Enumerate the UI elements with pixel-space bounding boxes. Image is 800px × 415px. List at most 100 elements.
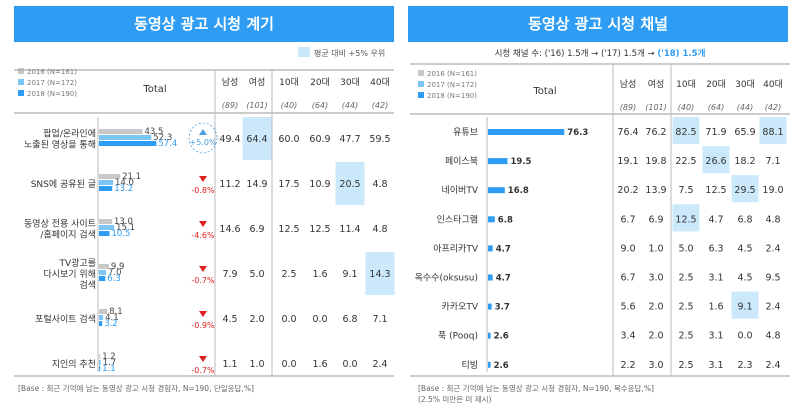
table-cell: 14.9 [246,179,267,190]
bar-value-label: 13.0 [114,217,133,227]
column-base: (64) [312,101,328,110]
table-cell: 60.0 [278,134,299,145]
table-cell: 12.5 [309,224,330,235]
table-cell: 4.5 [222,314,237,325]
table-cell: 3.1 [708,360,723,371]
table-cell: 20.2 [617,185,638,196]
bar-value-label: 43.5 [145,127,164,137]
total-header: Total [142,84,166,95]
column-header: 20대 [310,77,330,88]
table-cell: 6.7 [620,214,635,225]
channel-count-subtitle: 시청 채널 수: ('16) 1.5개 → ('17) 1.5개 → ('18)… [495,48,706,59]
bar-value-label: 13.2 [114,184,133,194]
bar-2017 [99,225,115,230]
category-label: /홈페이지 검색 [40,229,96,241]
table-cell: 4.5 [737,273,752,284]
bar-2018 [99,276,106,281]
table-cell: 4.8 [372,179,387,190]
column-base: (42) [765,103,781,112]
table-cell: 64.4 [246,134,267,145]
column-base: (101) [246,101,268,110]
change-label: -4.6% [191,231,215,240]
column-header: 여성 [648,78,665,90]
category-label: 다시보기 위해 [43,269,96,280]
bar-2018 [488,129,565,135]
category-label: 지인의 추천 [52,359,96,370]
table-cell: 7.1 [372,314,387,325]
table-cell: 12.5 [675,214,696,225]
table-cell: 0.0 [281,359,296,370]
highlight-cell [702,146,730,174]
column-header: 10대 [279,77,299,88]
bar-2018 [99,321,103,326]
table-cell: 65.9 [734,127,755,138]
change-circle [188,122,218,154]
table-cell: 2.5 [678,302,693,313]
bar-value-label: 52.3 [153,133,172,143]
table-cell: 2.0 [249,314,264,325]
channel-label: 네이버TV [442,185,479,196]
table-cell: 0.0 [281,314,296,325]
year-legend-swatch [18,68,24,74]
bar-2018 [488,158,508,165]
bar-2016 [99,354,101,359]
bar-value-label: 21.1 [122,172,141,182]
bar-value-label: 4.7 [496,244,511,254]
bar-2016 [99,309,108,314]
highlight-cell [731,175,759,203]
table-cell: 2.4 [765,360,780,371]
table-cell: 1.0 [648,243,663,254]
channel-label: 옥수수(oksusu) [415,273,478,284]
column-header: 남성 [222,77,239,88]
bar-value-label: 57.4 [158,139,177,149]
bar-2017 [99,180,113,185]
bar-value-label: 14.0 [115,178,134,188]
column-header: 20대 [706,79,726,90]
channel-label: 유튜브 [453,127,478,138]
column-base: (101) [645,103,667,112]
year-legend-swatch [18,90,24,96]
left-footer: [Base : 최근 기억에 남는 동영상 광고 시청 경험자, N=190, … [18,384,254,393]
left-chart: 평균 대비 +5% 우위 2016 (N=161) 2017 (N=172) 2018… [14,47,395,377]
channel-label: 페이스북 [445,156,478,167]
bar-2018 [99,141,157,146]
year-legend-label: 2016 (N=161) [27,68,77,76]
column-base: (40) [678,103,694,112]
bar-value-label: 4.7 [496,274,511,284]
table-cell: 11.4 [339,224,360,235]
bar-2017 [99,135,152,140]
channel-count-2018: ('18) 1.5개 [657,48,705,59]
column-base: (42) [372,101,388,110]
bar-value-label: 19.5 [511,157,532,167]
table-cell: 2.0 [648,302,663,313]
highlight-legend-label: 평균 대비 +5% 우위 [314,48,385,58]
bar-value-label: 2.6 [494,332,509,342]
bar-value-label: 10.5 [112,229,131,239]
table-cell: 2.3 [737,360,752,371]
column-header: 여성 [249,76,266,88]
highlight-cell [365,252,395,295]
table-cell: 12.5 [278,224,299,235]
category-label: 동영상 전용 사이트 [24,219,96,230]
bar-value-label: 1.2 [102,352,116,362]
bar-value-label: 6.3 [107,274,121,284]
down-arrow-icon [199,311,207,317]
table-cell: 4.8 [765,214,780,225]
bar-value-label: 3.7 [495,303,510,313]
year-legend-swatch [18,79,24,85]
bar-value-label: 4.1 [105,313,119,323]
table-cell: 7.9 [222,269,237,280]
table-cell: 0.0 [342,359,357,370]
highlight-cell [242,117,272,160]
table-cell: 6.8 [737,214,752,225]
column-base: (64) [708,103,724,112]
table-cell: 14.6 [219,224,240,235]
column-header: 남성 [620,79,637,90]
bar-value-label: 16.8 [508,186,529,196]
column-base: (44) [342,101,358,110]
table-cell: 76.2 [645,127,666,138]
column-header: 40대 [763,79,783,90]
table-cell: 3.1 [708,273,723,284]
bar-2018 [488,274,493,281]
down-arrow-icon [199,356,207,362]
